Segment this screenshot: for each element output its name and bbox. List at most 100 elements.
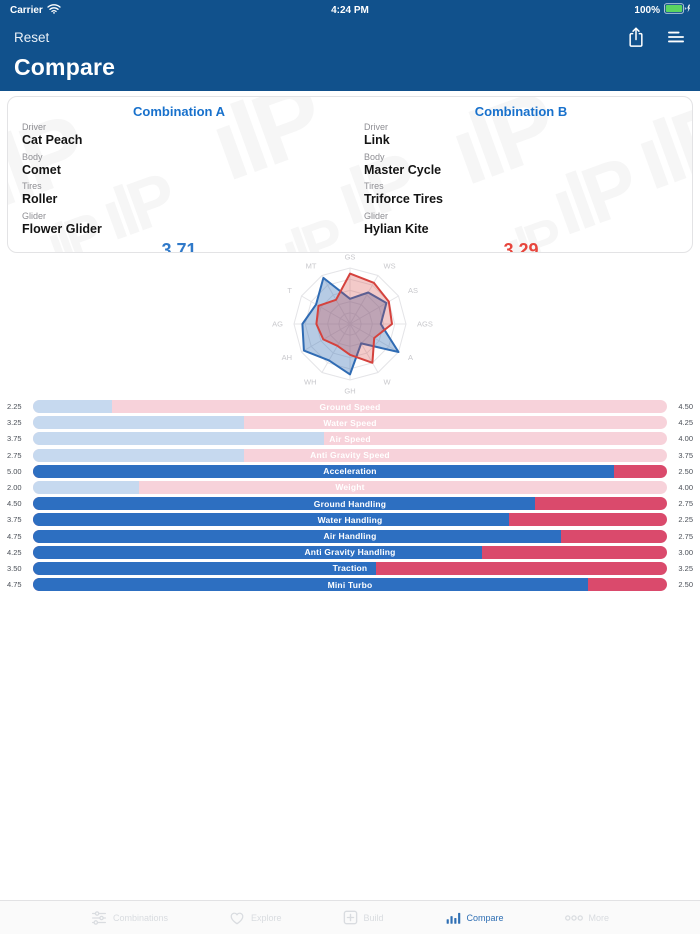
stat-value-b: 4.50 bbox=[678, 402, 693, 411]
sliders-icon bbox=[91, 910, 107, 925]
stat-bar-label: Anti Gravity Handling bbox=[304, 547, 396, 558]
status-bar: Carrier 4:24 PM 100% bbox=[0, 0, 700, 20]
stat-bar: Air Speed bbox=[33, 432, 667, 446]
part-field-tires[interactable]: Tires Triforce Tires bbox=[364, 181, 678, 206]
svg-text:AGS: AGS bbox=[417, 320, 433, 329]
stat-bar-row: 4.75 Air Handling 2.75 bbox=[7, 529, 693, 543]
stat-bar-row: 5.00 Acceleration 2.50 bbox=[7, 464, 693, 478]
stat-bar: Mini Turbo bbox=[33, 578, 667, 592]
stat-bar-label: Air Handling bbox=[323, 531, 377, 541]
field-label: Body bbox=[22, 151, 43, 162]
stat-value-a: 4.75 bbox=[7, 531, 22, 541]
stat-value-a: 3.50 bbox=[7, 563, 22, 573]
stat-bar-row: 3.50 Traction 3.25 bbox=[7, 561, 693, 575]
page-title: Compare bbox=[14, 54, 116, 80]
stat-bar-row: 2.25 Ground Speed 4.50 bbox=[7, 400, 693, 413]
stat-bar-fill-a bbox=[33, 448, 245, 462]
tab-label: More bbox=[588, 912, 610, 923]
svg-text:MT: MT bbox=[306, 262, 317, 271]
stat-value-a: 3.75 bbox=[7, 434, 22, 444]
stat-value-a: 2.25 bbox=[7, 402, 22, 411]
part-field-tires[interactable]: Tires Roller bbox=[22, 181, 336, 206]
heart-icon bbox=[229, 911, 245, 925]
stat-bar-row: 3.25 Water Speed 4.25 bbox=[7, 416, 693, 430]
stat-bar-label: Mini Turbo bbox=[327, 579, 373, 590]
part-field-glider[interactable]: Glider Hylian Kite bbox=[364, 211, 678, 236]
tab-item-compare[interactable]: Compare bbox=[445, 911, 504, 925]
tab-item-explore[interactable]: Explore bbox=[229, 911, 282, 925]
stat-value-b: 2.50 bbox=[678, 466, 693, 476]
tab-label: Combinations bbox=[112, 912, 169, 923]
stat-bar-label: Water Speed bbox=[323, 417, 377, 428]
svg-text:WH: WH bbox=[304, 378, 317, 387]
stat-value-a: 3.25 bbox=[7, 418, 22, 428]
tab-label: Compare bbox=[466, 912, 504, 923]
carrier-label: Carrier bbox=[10, 4, 43, 16]
field-label: Driver bbox=[22, 122, 46, 132]
stat-bar-row: 3.75 Water Handling 2.25 bbox=[7, 513, 693, 527]
part-field-glider[interactable]: Glider Flower Glider bbox=[22, 211, 336, 236]
combination-b-score: 3.29 bbox=[503, 240, 539, 253]
stat-bar: Acceleration bbox=[33, 464, 667, 478]
part-field-body[interactable]: Body Master Cycle bbox=[364, 152, 678, 177]
field-label: Tires bbox=[364, 181, 384, 191]
field-label: Body bbox=[364, 151, 385, 162]
combination-b-fields: Driver Link Body Master Cycle Tires Triforce … bbox=[364, 122, 678, 240]
tab-item-build[interactable]: Build bbox=[343, 910, 384, 925]
svg-text:WS: WS bbox=[384, 262, 396, 271]
tab-item-combinations[interactable]: Combinations bbox=[91, 910, 169, 925]
part-field-body[interactable]: Body Comet bbox=[22, 152, 336, 177]
stat-bar-label: Ground Speed bbox=[319, 401, 381, 412]
field-label: Driver bbox=[364, 122, 388, 132]
wifi-icon bbox=[47, 3, 61, 17]
svg-text:T: T bbox=[287, 286, 292, 295]
stat-bar-fill-a bbox=[33, 529, 562, 543]
field-label: Glider bbox=[22, 210, 47, 221]
stat-bar-label: Traction bbox=[332, 563, 368, 574]
stat-value-a: 2.75 bbox=[7, 450, 22, 460]
tab-bar: Combinations Explore Build Compare More bbox=[0, 900, 700, 934]
stat-bar-fill-a bbox=[33, 480, 139, 494]
stat-bar: Anti Gravity Speed bbox=[33, 448, 667, 462]
combination-a-fields: Driver Cat Peach Body Comet Tires Roller Glide… bbox=[22, 122, 336, 240]
stat-bar-row: 4.75 Mini Turbo 2.50 bbox=[7, 578, 693, 592]
combination-a-score: 3.71 bbox=[161, 240, 197, 253]
field-value: Triforce Tires bbox=[364, 192, 443, 206]
stat-bar: Traction bbox=[33, 561, 667, 575]
stat-bar: Weight bbox=[33, 480, 667, 494]
stat-bar-label: Acceleration bbox=[323, 466, 377, 477]
battery-percent: 100% bbox=[634, 4, 660, 16]
bar-chart-icon bbox=[445, 911, 461, 925]
stat-value-b: 2.75 bbox=[678, 499, 693, 509]
field-value: Cat Peach bbox=[22, 133, 83, 147]
stat-value-a: 4.75 bbox=[7, 580, 22, 590]
stat-bar: Ground Speed bbox=[33, 400, 667, 413]
menu-icon[interactable] bbox=[666, 29, 686, 45]
part-field-driver[interactable]: Driver Link bbox=[364, 122, 678, 147]
stat-value-b: 4.00 bbox=[678, 434, 693, 444]
svg-text:GS: GS bbox=[345, 253, 356, 262]
ellipsis-icon bbox=[564, 914, 583, 922]
field-value: Flower Glider bbox=[22, 221, 102, 236]
tab-item-more[interactable]: More bbox=[564, 912, 610, 923]
stat-value-b: 3.25 bbox=[678, 563, 693, 573]
stat-bar-label: Ground Handling bbox=[313, 498, 387, 509]
share-icon[interactable] bbox=[626, 26, 646, 48]
stat-bar: Water Handling bbox=[33, 513, 667, 527]
stat-bar-fill-a bbox=[33, 432, 324, 446]
part-field-driver[interactable]: Driver Cat Peach bbox=[22, 122, 336, 147]
svg-text:AH: AH bbox=[282, 353, 292, 362]
svg-text:A: A bbox=[408, 353, 413, 362]
clock: 4:24 PM bbox=[331, 4, 369, 16]
stat-bar-label: Weight bbox=[335, 482, 365, 493]
tab-label: Build bbox=[363, 912, 384, 923]
svg-text:GH: GH bbox=[344, 387, 355, 396]
stat-bar: Anti Gravity Handling bbox=[33, 545, 667, 559]
stat-bar-row: 4.50 Ground Handling 2.75 bbox=[7, 497, 693, 511]
reset-button[interactable]: Reset bbox=[14, 29, 50, 45]
stat-bar-label: Water Handling bbox=[317, 514, 383, 525]
stat-bar-fill-a bbox=[33, 464, 615, 478]
stat-value-a: 2.00 bbox=[7, 482, 22, 492]
combination-b-title: Combination B bbox=[474, 104, 568, 119]
